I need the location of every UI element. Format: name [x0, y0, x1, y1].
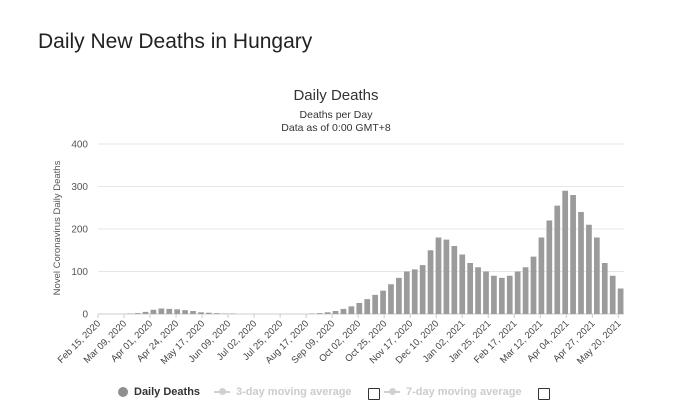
bar-daily-deaths[interactable] — [506, 275, 513, 314]
bar-daily-deaths[interactable] — [388, 284, 394, 314]
bar-daily-deaths[interactable] — [451, 246, 458, 314]
bar-daily-deaths[interactable] — [324, 312, 331, 314]
bar-daily-deaths[interactable] — [403, 271, 410, 315]
bar-daily-deaths[interactable] — [546, 220, 553, 315]
bar-daily-deaths[interactable] — [617, 288, 624, 315]
bar-daily-deaths[interactable] — [570, 195, 576, 314]
bar-daily-deaths[interactable] — [411, 269, 418, 314]
legend: Daily Deaths 3-day moving average 7-day … — [0, 382, 690, 406]
y-axis-label: Novel Coronavirus Daily Deaths — [52, 160, 63, 295]
bar-daily-deaths[interactable] — [206, 312, 212, 314]
bar-daily-deaths[interactable] — [372, 294, 378, 314]
bar-daily-deaths[interactable] — [578, 212, 584, 314]
bar-daily-deaths[interactable] — [594, 237, 600, 315]
bar-daily-deaths[interactable] — [134, 313, 141, 314]
bar-daily-deaths[interactable] — [443, 239, 450, 314]
y-tick-label: 300 — [71, 182, 88, 193]
bar-daily-deaths[interactable] — [427, 250, 434, 314]
bar-daily-deaths[interactable] — [586, 224, 592, 314]
legend-marker-daily-deaths — [118, 387, 128, 397]
legend-label-7-day-average: 7-day moving average — [406, 386, 522, 398]
bar-daily-deaths[interactable] — [601, 263, 608, 314]
legend-item-7-day-average[interactable]: 7-day moving average — [384, 386, 522, 398]
bar-daily-deaths[interactable] — [514, 271, 521, 315]
bar-daily-deaths[interactable] — [396, 277, 402, 314]
bar-daily-deaths[interactable] — [364, 299, 371, 314]
bar-daily-deaths[interactable] — [340, 308, 347, 314]
bar-daily-deaths[interactable] — [198, 312, 204, 314]
checkbox-7-day-average[interactable] — [538, 388, 550, 400]
bar-daily-deaths[interactable] — [356, 302, 363, 314]
bar-daily-deaths[interactable] — [491, 275, 497, 314]
bar-daily-deaths[interactable] — [182, 310, 188, 314]
bar-daily-deaths[interactable] — [332, 311, 339, 314]
bar-daily-deaths[interactable] — [190, 311, 196, 314]
bar-daily-deaths[interactable] — [348, 306, 355, 314]
chart-subtitle-1: Deaths per Day — [300, 109, 374, 121]
bar-daily-deaths[interactable] — [467, 263, 474, 314]
legend-marker-7-day-average — [384, 388, 400, 395]
bar-daily-deaths[interactable] — [150, 309, 157, 314]
chart-title: Daily Deaths — [293, 87, 378, 104]
bar-daily-deaths[interactable] — [316, 313, 323, 314]
legend-label-daily-deaths: Daily Deaths — [134, 386, 201, 398]
y-tick-label: 0 — [82, 310, 88, 321]
bar-daily-deaths[interactable] — [483, 271, 489, 315]
bar-daily-deaths[interactable] — [459, 254, 466, 315]
bar-daily-deaths[interactable] — [562, 190, 569, 314]
bar-daily-deaths[interactable] — [498, 277, 505, 314]
y-tick-label: 200 — [71, 225, 88, 236]
y-tick-label: 400 — [71, 140, 88, 151]
bar-daily-deaths[interactable] — [213, 313, 220, 314]
bar-daily-deaths[interactable] — [435, 237, 442, 315]
bar-daily-deaths[interactable] — [530, 256, 537, 314]
legend-marker-3-day-average — [214, 388, 230, 395]
legend-item-3-day-average[interactable]: 3-day moving average — [214, 386, 352, 398]
legend-item-daily-deaths[interactable]: Daily Deaths — [118, 386, 200, 398]
bar-daily-deaths[interactable] — [419, 265, 426, 314]
bar-daily-deaths[interactable] — [380, 290, 386, 314]
bar-daily-deaths[interactable] — [538, 237, 545, 315]
bar-daily-deaths[interactable] — [166, 308, 173, 314]
bar-daily-deaths[interactable] — [522, 267, 529, 314]
checkbox-3-day-average[interactable] — [368, 388, 380, 400]
page-title: Daily New Deaths in Hungary — [38, 30, 313, 53]
daily-deaths-chart: Daily Deaths Deaths per Day Data as of 0… — [52, 87, 624, 367]
bar-daily-deaths[interactable] — [554, 205, 561, 314]
bar-daily-deaths[interactable] — [174, 309, 181, 314]
y-tick-label: 100 — [71, 267, 88, 278]
bar-daily-deaths[interactable] — [142, 311, 149, 314]
chart-subtitle-2: Data as of 0:00 GMT+8 — [281, 122, 391, 134]
legend-label-3-day-average: 3-day moving average — [236, 386, 352, 398]
bar-daily-deaths[interactable] — [475, 267, 481, 314]
bar-daily-deaths[interactable] — [609, 275, 616, 314]
bar-daily-deaths[interactable] — [158, 308, 165, 314]
